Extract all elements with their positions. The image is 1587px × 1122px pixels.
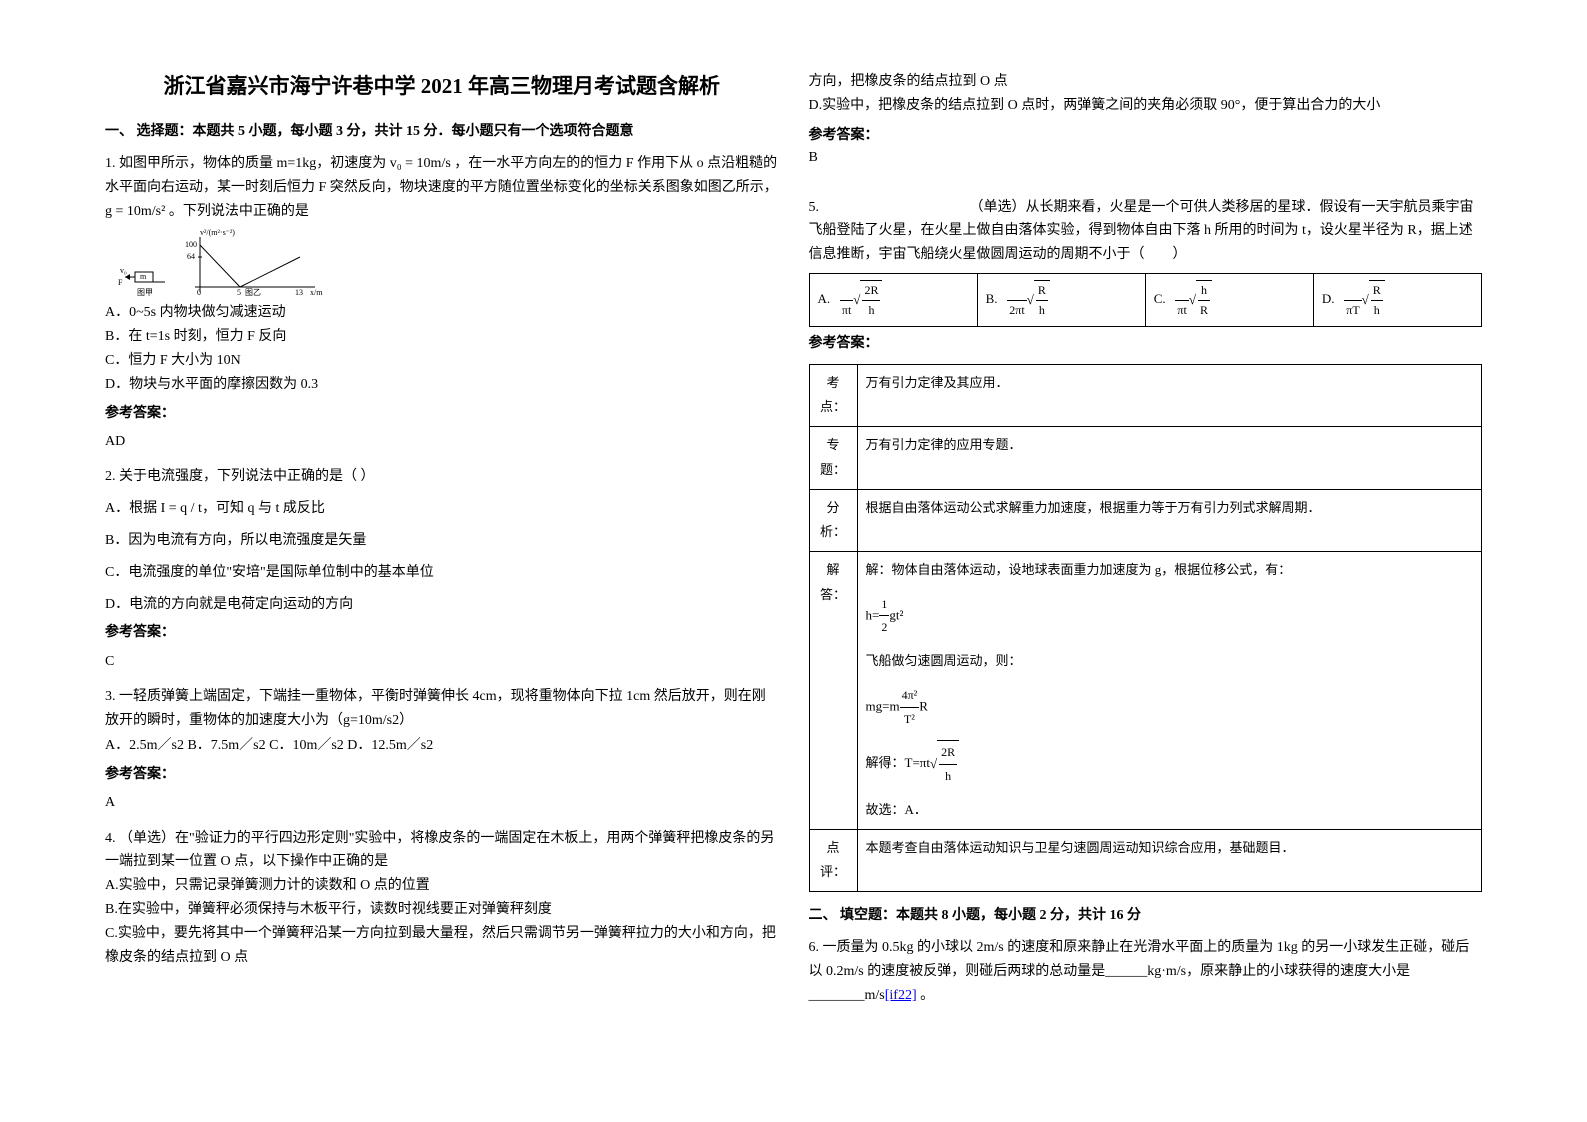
q4-optC-cont: 方向，把橡皮条的结点拉到 O 点 (809, 70, 1483, 94)
q5-choiceD: D. πTRh (1313, 273, 1481, 326)
q1-optD: D．物块与水平面的摩擦因数为 0.3 (105, 373, 779, 397)
q4-optD: D.实验中，把橡皮条的结点拉到 O 点时，两弹簧之间的夹角必须取 90°，便于算… (809, 94, 1483, 118)
left-column: 浙江省嘉兴市海宁许巷中学 2021 年高三物理月考试题含解析 一、 选择题：本题… (90, 70, 794, 1092)
q5-eq3: 解得：T=πt2Rh (866, 740, 1474, 788)
svg-text:F: F (118, 278, 123, 287)
q3-answer-label: 参考答案： (105, 764, 779, 786)
q5-row1-text: 万有引力定律及其应用． (857, 364, 1482, 426)
q2-answer-label: 参考答案： (105, 622, 779, 644)
svg-text:x/m: x/m (310, 288, 323, 297)
section2-header: 二、 填空题：本题共 8 小题，每小题 2 分，共计 16 分 (809, 904, 1483, 924)
question-3: 3. 一轻质弹簧上端固定，下端挂一重物体，平衡时弹簧伸长 4cm，现将重物体向下… (105, 685, 779, 815)
question-6: 6. 一质量为 0.5kg 的小球以 2m/s 的速度和原来静止在光滑水平面上的… (809, 936, 1483, 1007)
svg-text:100: 100 (185, 240, 197, 249)
q6-tail: 。 (917, 988, 935, 1003)
q5-row4-label: 解答： (809, 551, 857, 829)
q5-row2-label: 专题： (809, 427, 857, 489)
q4-stem: 4. （单选）在"验证力的平行四边形定则"实验中，将橡皮条的一端固定在木板上，用… (105, 827, 779, 875)
q5-row3-label: 分析： (809, 489, 857, 551)
q5-eq2: mg=m4π²T²R (866, 684, 1474, 731)
q1-optA: A．0~5s 内物块做匀减速运动 (105, 301, 779, 325)
q4-answer: B (809, 150, 1483, 166)
question-1: 1. 如图甲所示，物体的质量 m=1kg，初速度为 v₀ = 10m/s ，在一… (105, 152, 779, 453)
q5-answer-label: 参考答案： (809, 333, 1483, 355)
section1-header: 一、 选择题：本题共 5 小题，每小题 3 分，共计 15 分．每小题只有一个选… (105, 120, 779, 140)
svg-text:64: 64 (187, 252, 195, 261)
q5-row2-text: 万有引力定律的应用专题． (857, 427, 1482, 489)
right-column: 方向，把橡皮条的结点拉到 O 点 D.实验中，把橡皮条的结点拉到 O 点时，两弹… (794, 70, 1498, 1092)
q5-choiceA: A. πt2Rh (809, 273, 977, 326)
q5-stem: 5. （单选）从长期来看，火星是一个可供人类移居的星球．假设有一天宇航员乘宇宙飞… (809, 196, 1483, 267)
question-4: 4. （单选）在"验证力的平行四边形定则"实验中，将橡皮条的一端固定在木板上，用… (105, 827, 779, 970)
q5-row4-t1: 解：物体自由落体运动，设地球表面重力加速度为 g，根据位移公式，有： (866, 558, 1474, 583)
q1-optC: C．恒力 F 大小为 10N (105, 349, 779, 373)
q5-row4-t2: 飞船做匀速圆周运动，则： (866, 649, 1474, 674)
svg-text:图甲: 图甲 (137, 288, 153, 297)
q5-eq1: h=12gt² (866, 593, 1474, 640)
svg-text:0: 0 (197, 288, 201, 297)
question-5: 5. （单选）从长期来看，火星是一个可供人类移居的星球．假设有一天宇航员乘宇宙飞… (809, 196, 1483, 893)
q5-row5-text: 本题考查自由落体运动知识与卫星匀速圆周运动知识综合应用，基础题目． (857, 829, 1482, 891)
svg-text:v₀: v₀ (120, 266, 127, 275)
q1-stem: 1. 如图甲所示，物体的质量 m=1kg，初速度为 v₀ = 10m/s ，在一… (105, 152, 779, 223)
q1-optB: B．在 t=1s 时刻，恒力 F 反向 (105, 325, 779, 349)
q2-optC: C．电流强度的单位"安培"是国际单位制中的基本单位 (105, 561, 779, 585)
q2-optD: D．电流的方向就是电荷定向运动的方向 (105, 593, 779, 617)
q4-optA: A.实验中，只需记录弹簧测力计的读数和 O 点的位置 (105, 874, 779, 898)
q6-link[interactable]: [if22] (885, 988, 917, 1003)
q2-optA: A．根据 I = q / t，可知 q 与 t 成反比 (105, 497, 779, 521)
axis-label-y: v²/(m²·s⁻²) (200, 228, 235, 237)
q1-figure: v²/(m²·s⁻²) m v₀ F 100 64 0 5 13 x/m 图甲 … (105, 227, 325, 297)
q2-stem: 2. 关于电流强度，下列说法中正确的是（ ） (105, 465, 779, 489)
q3-options: A．2.5m／s2 B．7.5m／s2 C．10m／s2 D．12.5m／s2 (105, 733, 779, 758)
exam-title: 浙江省嘉兴市海宁许巷中学 2021 年高三物理月考试题含解析 (105, 70, 779, 100)
q5-choiceB: B. 2πtRh (977, 273, 1145, 326)
svg-text:13: 13 (295, 288, 303, 297)
q5-row3-text: 根据自由落体运动公式求解重力加速度，根据重力等于万有引力列式求解周期． (857, 489, 1482, 551)
q2-optB: B．因为电流有方向，所以电流强度是矢量 (105, 529, 779, 553)
q4-optB: B.在实验中，弹簧秤必须保持与木板平行，读数时视线要正对弹簧秤刻度 (105, 898, 779, 922)
q2-answer: C (105, 651, 779, 673)
q5-row5-label: 点评： (809, 829, 857, 891)
svg-text:m: m (140, 272, 147, 281)
svg-text:图乙: 图乙 (245, 288, 261, 297)
q5-row4-t4: 故选：A． (866, 798, 1474, 823)
q5-choice-table: A. πt2Rh B. 2πtRh C. πthR D. πTRh (809, 273, 1483, 327)
q4-answer-label: 参考答案： (809, 124, 1483, 144)
q5-row4-cell: 解：物体自由落体运动，设地球表面重力加速度为 g，根据位移公式，有： h=12g… (857, 551, 1482, 829)
q3-answer: A (105, 792, 779, 814)
q5-analysis-table: 考点： 万有引力定律及其应用． 专题： 万有引力定律的应用专题． 分析： 根据自… (809, 364, 1483, 892)
svg-text:5: 5 (237, 288, 241, 297)
q4-optC: C.实验中，要先将其中一个弹簧秤沿某一方向拉到最大量程，然后只需调节另一弹簧秤拉… (105, 922, 779, 970)
q5-choiceC: C. πthR (1145, 273, 1313, 326)
q1-answer-label: 参考答案： (105, 403, 779, 425)
q5-row1-label: 考点： (809, 364, 857, 426)
q3-stem: 3. 一轻质弹簧上端固定，下端挂一重物体，平衡时弹簧伸长 4cm，现将重物体向下… (105, 685, 779, 733)
question-2: 2. 关于电流强度，下列说法中正确的是（ ） A．根据 I = q / t，可知… (105, 465, 779, 673)
q1-answer: AD (105, 431, 779, 453)
